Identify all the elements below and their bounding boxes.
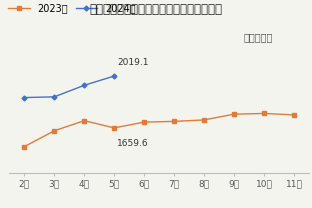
2023年 (142, 121, 146, 123)
2023年 (202, 119, 206, 121)
2023年 (112, 127, 116, 129)
Line: 2023年: 2023年 (22, 112, 296, 148)
2023年 (262, 112, 266, 115)
2023年 (52, 130, 56, 132)
2024年 (82, 84, 86, 87)
Text: 2019.1: 2019.1 (117, 58, 149, 67)
Text: 全国网络违法和不良信息举报受理总量情况: 全国网络违法和不良信息举报受理总量情况 (90, 3, 222, 16)
2023年 (172, 120, 176, 123)
2024年 (52, 96, 56, 98)
2023年 (232, 113, 236, 115)
Text: 1659.6: 1659.6 (117, 139, 149, 148)
2023年 (22, 145, 26, 148)
2024年 (112, 75, 116, 77)
Legend: 2023年, 2024年: 2023年, 2024年 (8, 3, 136, 13)
Line: 2024年: 2024年 (22, 74, 116, 99)
2024年 (22, 96, 26, 99)
2023年 (292, 114, 296, 116)
Text: 单位：万件: 单位：万件 (243, 32, 273, 42)
2023年 (82, 119, 86, 122)
